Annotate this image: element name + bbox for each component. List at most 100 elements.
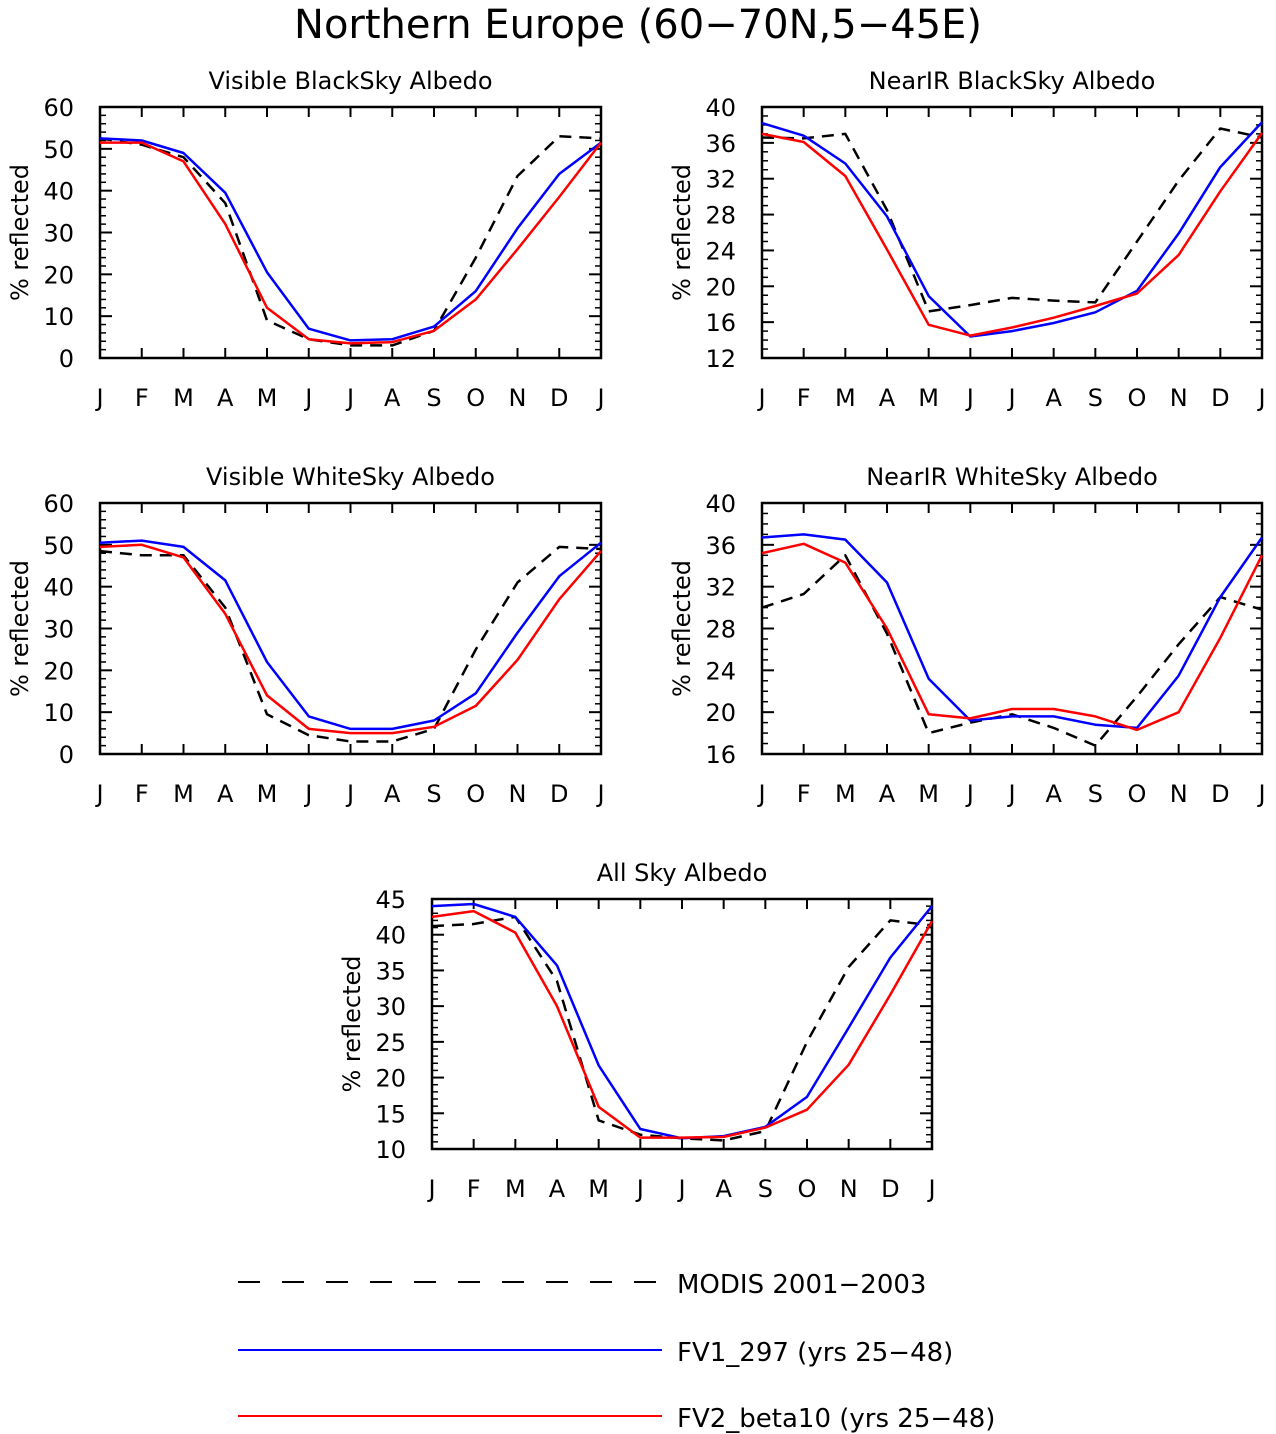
x-tick-label: A xyxy=(715,1175,732,1203)
y-axis-label: % reflected xyxy=(668,560,696,697)
series-line-modis xyxy=(99,545,602,743)
x-tick-label: A xyxy=(384,384,401,412)
x-tick-label: F xyxy=(797,384,811,412)
y-tick-label: 45 xyxy=(375,886,406,914)
x-tick-label: M xyxy=(173,384,194,412)
x-tick-label: A xyxy=(384,780,401,808)
y-tick-label: 10 xyxy=(43,303,74,331)
x-tick-label: M xyxy=(835,780,856,808)
legend-label-fv1: FV1_297 (yrs 25−48) xyxy=(677,1338,953,1368)
y-tick-label: 10 xyxy=(375,1136,406,1164)
x-tick-label: S xyxy=(426,780,441,808)
x-tick-label: A xyxy=(217,780,234,808)
x-tick-label: J xyxy=(926,1175,935,1203)
y-tick-label: 36 xyxy=(705,130,736,158)
x-tick-label: S xyxy=(758,1175,773,1203)
x-tick-label: M xyxy=(918,780,939,808)
y-tick-label: 20 xyxy=(43,261,74,289)
chart-title: Visible BlackSky Albedo xyxy=(208,67,492,95)
x-tick-label: J xyxy=(595,780,604,808)
x-tick-label: J xyxy=(756,384,765,412)
series-line-fv1 xyxy=(99,539,602,731)
y-tick-label: 30 xyxy=(43,220,74,248)
series-line-fv1 xyxy=(431,902,933,1140)
x-tick-label: J xyxy=(965,384,974,412)
x-tick-label: J xyxy=(965,780,974,808)
series-line-fv2 xyxy=(100,141,602,345)
x-tick-label: N xyxy=(1170,780,1188,808)
x-tick-label: J xyxy=(756,780,765,808)
x-tick-label: M xyxy=(257,780,278,808)
y-tick-label: 50 xyxy=(43,136,74,164)
x-tick-label: M xyxy=(918,384,939,412)
x-tick-label: A xyxy=(879,780,896,808)
series-line-fv1 xyxy=(761,121,1263,338)
x-tick-label: J xyxy=(94,384,103,412)
x-tick-label: J xyxy=(303,780,312,808)
x-tick-label: F xyxy=(467,1175,481,1203)
y-tick-label: 20 xyxy=(705,273,736,301)
x-tick-label: M xyxy=(257,384,278,412)
x-tick-label: N xyxy=(509,384,527,412)
y-tick-label: 36 xyxy=(705,532,736,560)
y-tick-label: 32 xyxy=(705,574,736,602)
x-tick-label: J xyxy=(1256,384,1265,412)
series-line-fv2 xyxy=(99,543,602,735)
y-tick-label: 50 xyxy=(43,532,74,560)
chart-title: NearIR BlackSky Albedo xyxy=(869,67,1156,95)
chart-title: NearIR WhiteSky Albedo xyxy=(866,463,1158,491)
legend-label-modis: MODIS 2001−2003 xyxy=(677,1270,926,1300)
series-line-fv1 xyxy=(99,137,602,342)
series-line-modis xyxy=(761,554,1263,747)
x-tick-label: M xyxy=(173,780,194,808)
y-tick-label: 15 xyxy=(375,1100,406,1128)
x-tick-label: A xyxy=(217,384,234,412)
series-line-fv2 xyxy=(761,132,1264,337)
figure-title: Northern Europe (60−70N,5−45E) xyxy=(294,2,982,48)
y-tick-label: 0 xyxy=(59,345,74,373)
y-axis-label: % reflected xyxy=(338,955,366,1092)
y-tick-label: 40 xyxy=(375,922,406,950)
y-tick-label: 40 xyxy=(43,574,74,602)
y-tick-label: 28 xyxy=(705,616,736,644)
series-line-modis xyxy=(431,915,933,1142)
y-tick-label: 12 xyxy=(705,345,736,373)
x-tick-label: F xyxy=(135,780,149,808)
y-tick-label: 30 xyxy=(375,993,406,1021)
x-tick-label: D xyxy=(1211,384,1229,412)
series-line-modis xyxy=(761,127,1263,313)
series-line-modis xyxy=(99,135,602,347)
x-tick-label: J xyxy=(94,780,103,808)
y-tick-label: 60 xyxy=(43,94,74,122)
y-axis-label: % reflected xyxy=(668,164,696,301)
y-tick-label: 40 xyxy=(705,94,736,122)
x-tick-label: A xyxy=(1045,384,1062,412)
x-tick-label: M xyxy=(835,384,856,412)
y-tick-label: 10 xyxy=(43,699,74,727)
x-tick-label: J xyxy=(635,1175,644,1203)
x-tick-label: D xyxy=(550,780,568,808)
x-tick-label: M xyxy=(505,1175,526,1203)
x-tick-label: J xyxy=(345,780,354,808)
legend-label-fv2: FV2_beta10 (yrs 25−48) xyxy=(677,1404,995,1434)
x-tick-label: O xyxy=(1128,780,1147,808)
y-tick-label: 16 xyxy=(705,309,736,337)
y-tick-label: 28 xyxy=(705,202,736,230)
y-tick-label: 0 xyxy=(59,741,74,769)
x-tick-label: J xyxy=(1256,780,1265,808)
x-tick-label: M xyxy=(588,1175,609,1203)
plot-frame xyxy=(760,105,1264,360)
x-tick-label: S xyxy=(1088,384,1103,412)
x-tick-label: J xyxy=(345,384,354,412)
y-tick-label: 40 xyxy=(705,490,736,518)
x-tick-label: J xyxy=(595,384,604,412)
x-tick-label: D xyxy=(881,1175,899,1203)
plot-frame xyxy=(98,105,603,360)
series-line-fv1 xyxy=(761,533,1264,730)
y-tick-label: 25 xyxy=(375,1029,406,1057)
y-tick-label: 20 xyxy=(43,657,74,685)
